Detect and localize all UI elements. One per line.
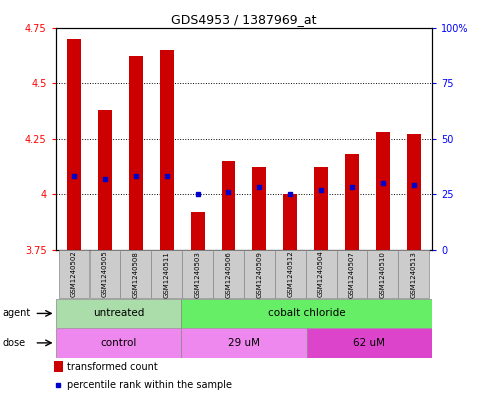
Text: dose: dose bbox=[2, 338, 26, 348]
Title: GDS4953 / 1387969_at: GDS4953 / 1387969_at bbox=[171, 13, 317, 26]
Bar bbox=[307, 328, 432, 358]
Text: GSM1240512: GSM1240512 bbox=[287, 251, 293, 298]
Bar bbox=[181, 299, 432, 328]
Bar bbox=[182, 250, 213, 298]
Bar bbox=[306, 250, 337, 298]
Bar bbox=[160, 50, 174, 250]
Text: GSM1240503: GSM1240503 bbox=[195, 251, 200, 298]
Bar bbox=[181, 328, 307, 358]
Text: transformed count: transformed count bbox=[67, 362, 158, 372]
Bar bbox=[368, 250, 398, 298]
Text: GSM1240511: GSM1240511 bbox=[164, 251, 170, 298]
Bar bbox=[129, 56, 143, 250]
Bar bbox=[191, 212, 204, 250]
Text: GSM1240502: GSM1240502 bbox=[71, 251, 77, 298]
Bar bbox=[54, 361, 63, 373]
Text: GSM1240509: GSM1240509 bbox=[256, 251, 262, 298]
Text: GSM1240504: GSM1240504 bbox=[318, 251, 324, 298]
Bar bbox=[120, 250, 151, 298]
Text: percentile rank within the sample: percentile rank within the sample bbox=[67, 380, 232, 390]
Bar bbox=[89, 250, 120, 298]
Bar bbox=[376, 132, 390, 250]
Text: 29 uM: 29 uM bbox=[228, 338, 260, 348]
Bar bbox=[345, 154, 359, 250]
Text: untreated: untreated bbox=[93, 309, 144, 318]
Bar bbox=[284, 194, 297, 250]
Bar bbox=[314, 167, 328, 250]
Bar bbox=[151, 250, 182, 298]
Bar bbox=[67, 39, 81, 250]
Bar bbox=[58, 250, 89, 298]
Text: agent: agent bbox=[2, 309, 30, 318]
Text: GSM1240510: GSM1240510 bbox=[380, 251, 386, 298]
Text: control: control bbox=[100, 338, 137, 348]
Bar bbox=[253, 167, 266, 250]
Text: 62 uM: 62 uM bbox=[354, 338, 385, 348]
Text: GSM1240506: GSM1240506 bbox=[226, 251, 231, 298]
Text: GSM1240505: GSM1240505 bbox=[102, 251, 108, 298]
Text: GSM1240507: GSM1240507 bbox=[349, 251, 355, 298]
Text: GSM1240508: GSM1240508 bbox=[133, 251, 139, 298]
Bar bbox=[213, 250, 244, 298]
Bar bbox=[337, 250, 368, 298]
Bar bbox=[275, 250, 306, 298]
Text: GSM1240513: GSM1240513 bbox=[411, 251, 417, 298]
Bar bbox=[407, 134, 421, 250]
Text: cobalt chloride: cobalt chloride bbox=[268, 309, 345, 318]
Bar bbox=[98, 110, 112, 250]
Bar bbox=[56, 328, 181, 358]
Bar bbox=[398, 250, 429, 298]
Bar bbox=[56, 299, 181, 328]
Bar bbox=[244, 250, 275, 298]
Bar bbox=[222, 161, 235, 250]
